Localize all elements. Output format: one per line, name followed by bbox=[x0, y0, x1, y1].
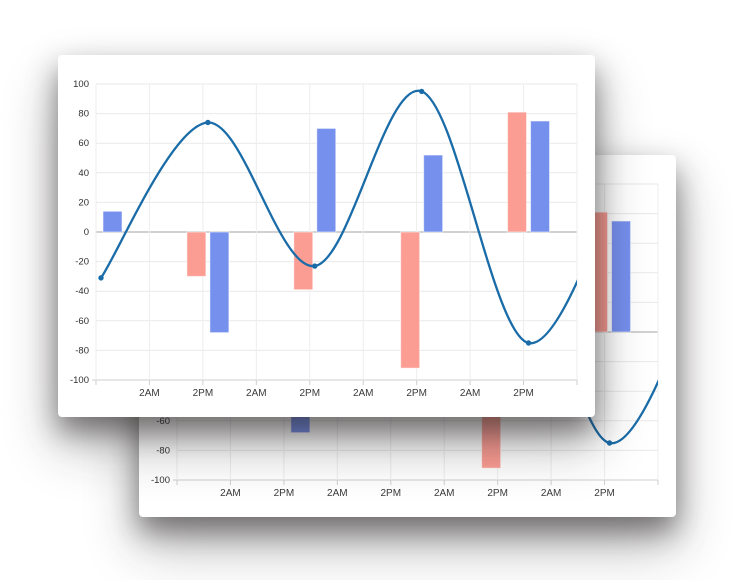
x-axis-tick-label: 2PM bbox=[594, 488, 615, 499]
line-point-marker[interactable] bbox=[312, 263, 318, 269]
salmon-bar[interactable] bbox=[293, 231, 314, 291]
trend-line[interactable] bbox=[99, 89, 595, 345]
x-axis-tick-label: 2AM bbox=[139, 388, 160, 399]
x-axis-tick-label: 2PM bbox=[487, 488, 508, 499]
blue-bar[interactable] bbox=[423, 154, 444, 233]
x-axis-tick-label: 2PM bbox=[299, 388, 320, 399]
line-point-marker[interactable] bbox=[98, 275, 104, 281]
blue-bar[interactable] bbox=[316, 127, 337, 233]
y-axis-tick-label: -80 bbox=[75, 345, 89, 356]
y-axis-tick-label: 20 bbox=[78, 197, 89, 208]
x-axis-tick-label: 2AM bbox=[353, 388, 374, 399]
combo-chart-front: 100 80 60 40 20 0 -20 -40 -60 -80 -100 2AM 2PM 2AM 2PM… bbox=[70, 79, 595, 399]
y-axis-tick-label: -80 bbox=[156, 445, 170, 456]
y-axis-tick-label: 0 bbox=[84, 227, 89, 238]
x-axis-tick-label: 2AM bbox=[220, 488, 241, 499]
line-point-marker[interactable] bbox=[418, 88, 425, 95]
blue-bar[interactable] bbox=[530, 120, 551, 233]
y-axis-tick-label: -100 bbox=[70, 375, 89, 386]
blue-bar[interactable] bbox=[209, 231, 230, 334]
x-axis-tick-label: 2AM bbox=[460, 388, 481, 399]
y-axis-tick-label: 80 bbox=[78, 109, 89, 120]
salmon-bar[interactable] bbox=[186, 231, 207, 277]
salmon-bar[interactable] bbox=[507, 111, 528, 233]
y-axis-tick-label: -40 bbox=[75, 286, 89, 297]
plot-data-group bbox=[98, 88, 595, 369]
blue-bar[interactable] bbox=[102, 210, 123, 233]
x-axis-tick-label: 2PM bbox=[513, 388, 534, 399]
x-axis-tick-label: 2AM bbox=[434, 488, 455, 499]
x-axis-tick-label: 2AM bbox=[246, 388, 267, 399]
line-point-marker[interactable] bbox=[205, 119, 211, 126]
salmon-bar[interactable] bbox=[400, 231, 421, 369]
y-axis-tick-label: -20 bbox=[75, 257, 89, 268]
x-axis-tick-label: 2PM bbox=[274, 488, 295, 499]
x-axis-tick-label: 2PM bbox=[406, 388, 427, 399]
y-axis-tick-label: 40 bbox=[78, 168, 89, 179]
line-point-marker[interactable] bbox=[606, 440, 613, 446]
front-chart-card: 100 80 60 40 20 0 -20 -40 -60 -80 -100 2AM 2PM 2AM 2PM… bbox=[58, 55, 595, 417]
x-axis-tick-label: 2AM bbox=[327, 488, 348, 499]
blue-bar[interactable] bbox=[611, 220, 632, 333]
y-axis-tick-label: 60 bbox=[78, 138, 89, 149]
x-axis-tick-label: 2AM bbox=[541, 488, 562, 499]
y-axis-tick-label: -100 bbox=[151, 475, 170, 486]
line-point-marker[interactable] bbox=[525, 340, 532, 346]
x-axis-tick-label: 2PM bbox=[193, 388, 214, 399]
x-axis-tick-label: 2PM bbox=[380, 488, 401, 499]
y-axis-tick-label: -60 bbox=[75, 316, 89, 327]
y-axis-tick-label: -60 bbox=[156, 416, 170, 427]
y-axis-tick-label: 100 bbox=[73, 79, 89, 90]
